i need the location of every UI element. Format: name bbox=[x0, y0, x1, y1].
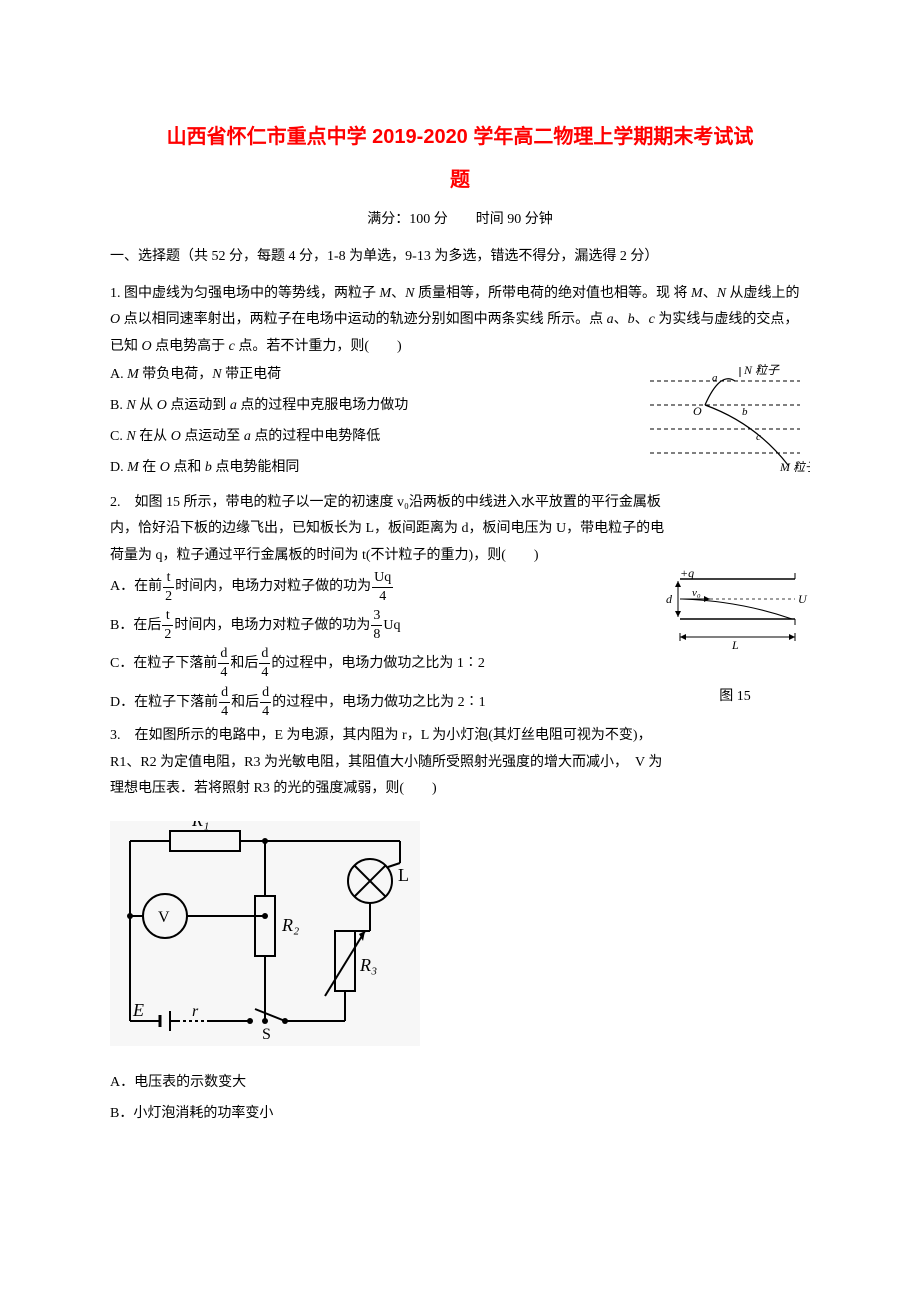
q3-option-a: A．电压表的示数变大 bbox=[110, 1068, 810, 1099]
svg-text:+q: +q bbox=[680, 569, 694, 580]
svg-text:R₂: R₂ bbox=[281, 915, 299, 935]
svg-text:R₁: R₁ bbox=[191, 821, 209, 830]
q1-var: M bbox=[380, 286, 392, 301]
svg-text:V: V bbox=[158, 909, 170, 926]
svg-text:d: d bbox=[666, 592, 673, 606]
svg-text:M 粒子: M 粒子 bbox=[779, 460, 810, 473]
svg-text:a: a bbox=[712, 372, 718, 384]
exam-meta: 满分：100 分 时间 90 分钟 bbox=[110, 208, 810, 228]
svg-text:b: b bbox=[742, 406, 748, 418]
svg-text:O: O bbox=[693, 404, 702, 418]
svg-text:L: L bbox=[731, 638, 739, 652]
svg-text:R₃: R₃ bbox=[359, 955, 377, 975]
svg-text:v₀: v₀ bbox=[692, 587, 701, 599]
q2-diagram: d +q v₀ U L bbox=[660, 569, 810, 654]
svg-text:U: U bbox=[798, 592, 808, 606]
question-3: 3. 在如图所示的电路中，E 为电源，其内阻为 r，L 为小灯泡(其灯丝电阻可视… bbox=[110, 723, 810, 1130]
q1-var: N bbox=[405, 286, 414, 301]
document-title-line2: 题 bbox=[110, 163, 810, 192]
svg-text:r: r bbox=[192, 1003, 199, 1020]
q3-option-b: B．小灯泡消耗的功率变小 bbox=[110, 1099, 810, 1130]
section-header: 一、选择题（共 52 分，每题 4 分，1-8 为单选，9-13 为多选，错选不… bbox=[110, 244, 810, 271]
svg-text:S: S bbox=[262, 1026, 271, 1043]
q1-text: 1. 图中虚线为匀强电场中的等势线，两粒子 bbox=[110, 286, 380, 301]
question-2: 2. 如图 15 所示，带电的粒子以一定的初速度 v₀沿两板的中线进入水平放置的… bbox=[110, 490, 810, 721]
q3-circuit-diagram: R₁ L V R₂ bbox=[110, 821, 420, 1046]
svg-text:L: L bbox=[398, 865, 409, 885]
q2-figure-caption: 图 15 bbox=[660, 684, 810, 711]
q1-diagram: N 粒子 a O b c M 粒子 bbox=[640, 363, 810, 473]
svg-text:N 粒子: N 粒子 bbox=[743, 363, 780, 377]
svg-text:E: E bbox=[132, 1000, 144, 1020]
document-title-line1: 山西省怀仁市重点中学 2019-2020 学年高二物理上学期期末考试试 bbox=[110, 120, 810, 149]
question-1: 1. 图中虚线为匀强电场中的等势线，两粒子 M、N 质量相等，所带电荷的绝对值也… bbox=[110, 281, 810, 484]
svg-text:c: c bbox=[756, 431, 761, 443]
